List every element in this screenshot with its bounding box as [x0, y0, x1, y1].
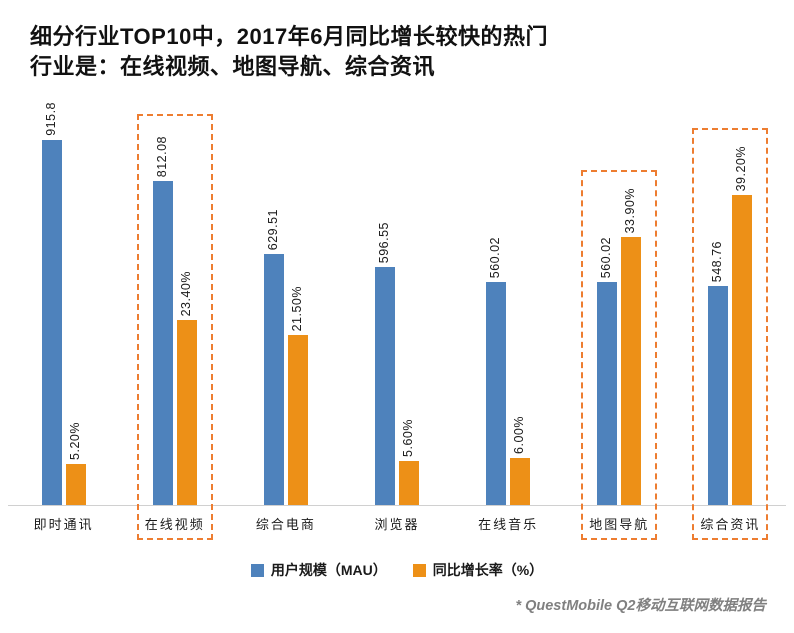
- growth-bar: [621, 236, 642, 505]
- mau-bar: [375, 267, 395, 505]
- chart-title: 细分行业TOP10中，2017年6月同比增长较快的热门 行业是：在线视频、地图导…: [30, 22, 750, 83]
- mau-bar: [486, 281, 507, 505]
- growth-value-label: 39.20%: [734, 145, 749, 191]
- legend-item-growth: 同比增长率（%）: [412, 560, 544, 580]
- category-label: 综合资讯: [700, 517, 761, 532]
- bar-chart: 915.8 5.20% 即时通讯 812.08 23.40% 在线视频 629.51 21.5…: [8, 100, 786, 545]
- mau-value-label: 812.08: [154, 136, 169, 178]
- legend-label-mau: 用户规模（MAU）: [270, 562, 387, 578]
- growth-value-label: 23.40%: [178, 270, 193, 316]
- growth-bar: [65, 463, 86, 505]
- highlight-box: [136, 114, 213, 540]
- legend-item-mau: 用户规模（MAU）: [250, 560, 387, 580]
- mau-bar: [708, 286, 729, 505]
- x-axis-line: [8, 505, 786, 506]
- growth-bar: [287, 334, 308, 505]
- source-footnote: * QuestMobile Q2移动互联网数据报告: [515, 598, 766, 614]
- growth-value-label: 5.20%: [67, 421, 82, 460]
- mau-bar: [597, 281, 618, 505]
- highlight-box: [692, 128, 769, 540]
- chart-legend: 用户规模（MAU） 同比增长率（%）: [0, 560, 794, 580]
- legend-swatch-orange: [412, 563, 426, 577]
- growth-value-label: 21.50%: [289, 285, 304, 331]
- mau-bar: [263, 254, 284, 505]
- legend-swatch-blue: [250, 563, 264, 577]
- growth-value-label: 6.00%: [512, 415, 527, 454]
- mau-bar: [41, 140, 62, 505]
- category-label: 即时通讯: [33, 517, 94, 532]
- mau-value-label: 548.76: [710, 241, 725, 283]
- mau-bar: [152, 181, 173, 505]
- growth-bar: [176, 319, 197, 505]
- mau-value-label: 560.02: [599, 236, 614, 278]
- growth-bar: [732, 195, 753, 505]
- growth-value-label: 33.90%: [623, 187, 638, 233]
- category-label: 地图导航: [589, 517, 650, 532]
- category-label: 浏览器: [374, 517, 420, 532]
- growth-value-label: 5.60%: [401, 418, 415, 457]
- mau-value-label: 629.51: [265, 208, 280, 251]
- mau-value-label: 915.8: [43, 102, 58, 136]
- highlight-box: [581, 169, 658, 540]
- mau-value-label: 560.02: [488, 236, 503, 278]
- growth-bar: [399, 460, 419, 505]
- category-label: 在线音乐: [478, 517, 539, 532]
- legend-label-growth: 同比增长率（%）: [432, 562, 544, 578]
- chart-title-line2: 行业是：在线视频、地图导航、综合资讯: [30, 54, 436, 80]
- category-label: 在线视频: [144, 517, 205, 532]
- chart-title-line1: 细分行业TOP10中，2017年6月同比增长较快的热门: [30, 24, 548, 49]
- mau-value-label: 596.55: [377, 222, 391, 264]
- category-label: 综合电商: [255, 517, 316, 532]
- growth-bar: [510, 457, 531, 505]
